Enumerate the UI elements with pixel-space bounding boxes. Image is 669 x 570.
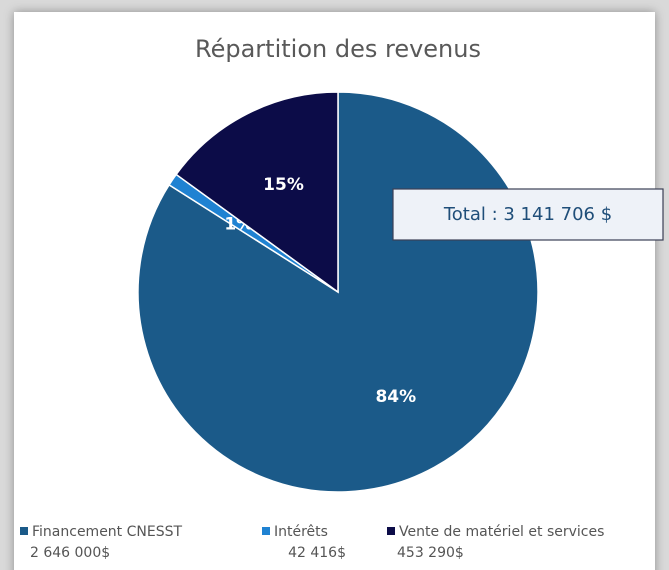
- legend-label: Intérêts: [274, 524, 328, 540]
- legend-label: Financement CNESST: [32, 524, 182, 540]
- chart-title: Répartition des revenus: [195, 35, 481, 63]
- legend-swatch: [262, 527, 270, 535]
- data-label: 84%: [375, 387, 416, 407]
- legend-amount: 2 646 000$: [30, 545, 110, 561]
- legend-swatch: [387, 527, 395, 535]
- legend-swatch: [20, 527, 28, 535]
- legend-amount: 453 290$: [397, 545, 464, 561]
- pie: 84%1%15%: [137, 91, 539, 493]
- data-label: 15%: [263, 175, 304, 195]
- legend-amount: 42 416$: [288, 545, 346, 561]
- annotation: Total : 3 141 706 $: [443, 204, 612, 225]
- pie-slice: [175, 91, 339, 294]
- legend-label: Vente de matériel et services: [399, 524, 604, 540]
- annotation-box: [392, 188, 664, 241]
